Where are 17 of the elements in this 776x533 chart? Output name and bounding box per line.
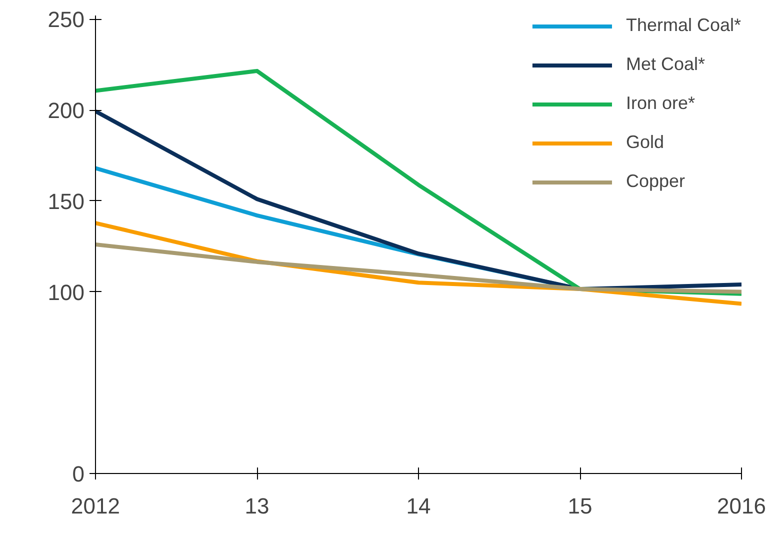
legend-label: Gold [626, 132, 664, 153]
line-series [96, 242, 742, 294]
y-tick-label: 0 [72, 462, 85, 486]
y-tick-label: 200 [48, 98, 85, 124]
x-tick-label: 14 [406, 494, 431, 518]
x-tick-label: 15 [568, 494, 592, 518]
legend-label: Met Coal* [626, 54, 705, 75]
y-tick-label: 150 [48, 188, 85, 214]
line-series [96, 109, 742, 292]
x-tick-label: 2012 [71, 494, 120, 518]
legend-label: Iron ore* [626, 93, 695, 114]
x-tick-label: 2016 [717, 494, 766, 518]
y-tick-label: 100 [48, 280, 85, 305]
legend-label: Copper [626, 171, 685, 192]
x-tick-label: 13 [244, 494, 270, 518]
legend-label: Thermal Coal* [626, 15, 741, 36]
y-tick-label: 250 [48, 7, 85, 32]
